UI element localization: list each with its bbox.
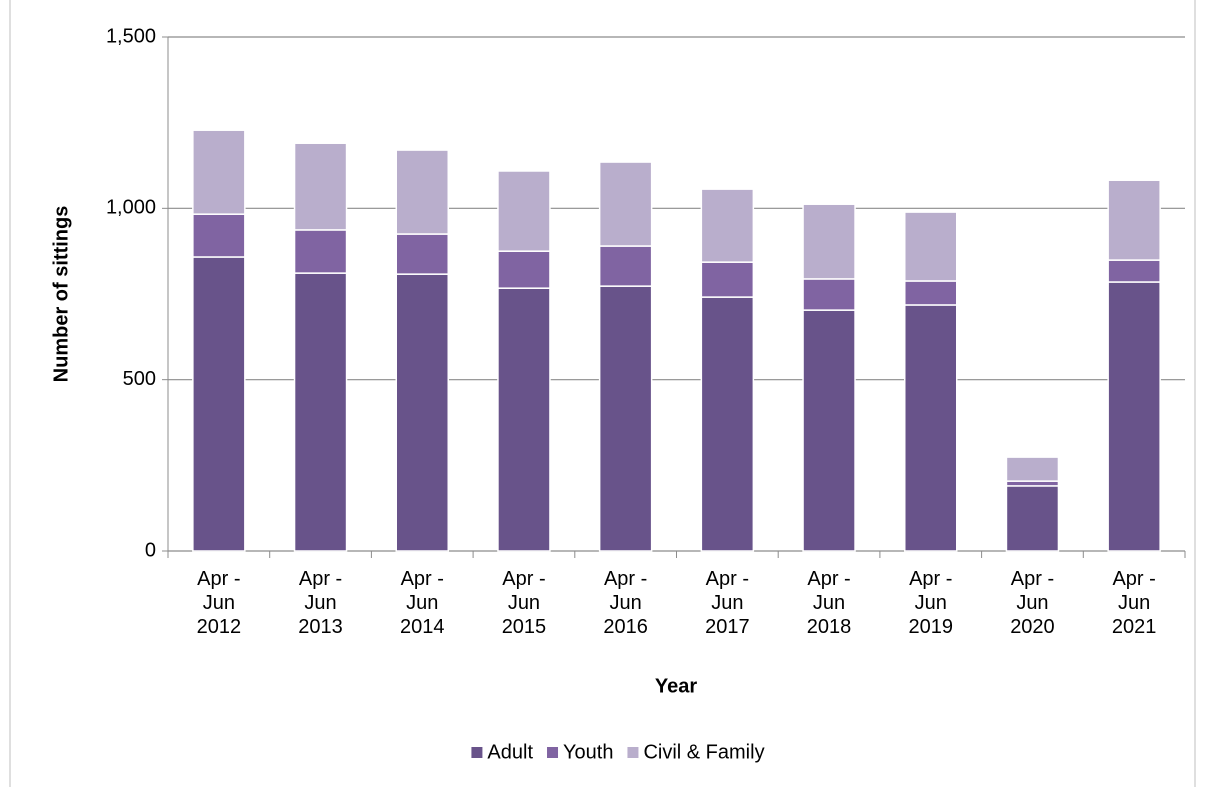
bar-segment <box>598 285 653 552</box>
x-tick-label: Apr - Jun 2016 <box>603 568 648 638</box>
legend-label: Civil & Family <box>643 741 764 763</box>
bar-segment <box>1005 456 1060 482</box>
bar-segment <box>802 278 856 311</box>
x-tick-label: Apr - Jun 2018 <box>806 568 852 638</box>
bar-segment <box>598 161 653 247</box>
legend-swatch <box>627 747 639 758</box>
x-tick-label: Apr - Jun 2013 <box>298 568 343 638</box>
legend-swatch <box>471 747 483 758</box>
bar-segment <box>802 309 856 552</box>
x-tick-label: Apr - Jun 2014 <box>400 568 445 638</box>
bar-segment <box>700 261 755 298</box>
y-tick-label: 1,000 <box>106 197 156 219</box>
bar-segment <box>904 211 958 282</box>
bar-segment <box>497 287 551 552</box>
bar-segment <box>1005 485 1060 552</box>
legend-swatch <box>547 747 559 758</box>
bar-segment <box>904 280 958 306</box>
bar-segment <box>700 188 755 263</box>
bar-segment <box>395 233 449 275</box>
y-axis-title: Number of sittings <box>50 206 72 383</box>
legend-label: Adult <box>487 741 533 763</box>
bar-segment <box>802 203 856 280</box>
bar-segment <box>700 296 755 552</box>
bar-segment <box>192 256 246 552</box>
bar-segment <box>395 273 449 552</box>
y-tick-label: 500 <box>123 368 156 390</box>
chart-frame <box>9 0 1196 787</box>
legend-label: Youth <box>563 741 613 763</box>
bar-segment <box>1107 259 1161 283</box>
x-tick-label: Apr - Jun 2019 <box>908 568 954 638</box>
bar-segment <box>598 245 653 287</box>
x-tick-label: Apr - Jun 2020 <box>1010 568 1055 638</box>
bar-segment <box>395 149 449 235</box>
y-tick-label: 0 <box>145 539 156 561</box>
x-axis-title: Year <box>655 675 697 697</box>
bar-segment <box>293 229 348 274</box>
bar-segment <box>293 272 348 552</box>
bar-segment <box>497 170 551 252</box>
bar-segment <box>1107 179 1161 261</box>
bar-segment <box>497 250 551 289</box>
bar-segment <box>904 304 958 552</box>
x-tick-label: Apr - Jun 2021 <box>1111 568 1157 638</box>
x-tick-label: Apr - Jun 2015 <box>501 568 547 638</box>
bar-segment <box>293 142 348 231</box>
bar-segment <box>1107 281 1161 552</box>
bar-segment <box>192 213 246 258</box>
x-tick-label: Apr - Jun 2017 <box>705 568 750 638</box>
bar-segment <box>192 129 246 215</box>
y-tick-label: 1,500 <box>106 25 156 47</box>
x-tick-label: Apr - Jun 2012 <box>196 568 242 638</box>
